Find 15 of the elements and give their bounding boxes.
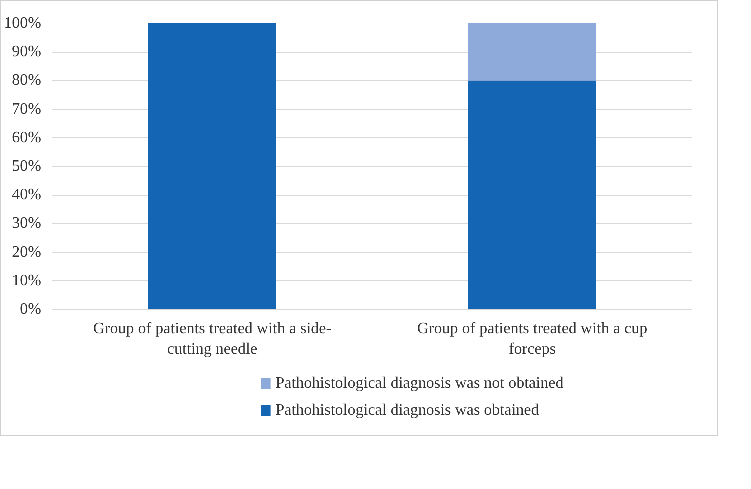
- y-tick-label: 0%: [20, 301, 42, 318]
- y-tick-label: 40%: [12, 186, 42, 204]
- y-tick-label: 20%: [12, 244, 42, 261]
- y-tick-label: 100%: [4, 15, 42, 32]
- y-tick-label: 30%: [12, 215, 42, 232]
- legend-label: Pathohistological diagnosis was not obtained: [276, 375, 564, 392]
- y-tick-label: 50%: [12, 158, 42, 175]
- y-tick-label: 10%: [12, 272, 42, 290]
- y-tick-label: 60%: [12, 129, 42, 146]
- x-tick-label: Group of patients treated with a side-cutting needle: [93, 320, 332, 358]
- legend-label: Pathohistological diagnosis was obtained: [276, 402, 540, 419]
- y-tick-label: 90%: [12, 44, 42, 61]
- x-tick-label: Group of patients treated with a cup forceps: [417, 320, 648, 358]
- y-tick-label: 80%: [12, 72, 42, 90]
- y-tick-label: 70%: [12, 100, 42, 118]
